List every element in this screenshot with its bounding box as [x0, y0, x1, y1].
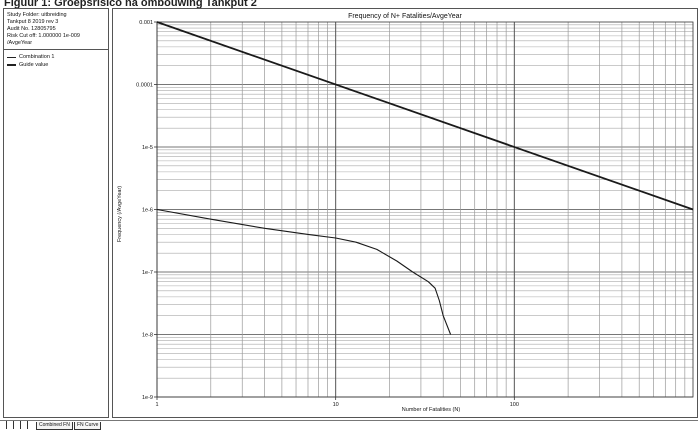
study-info: Study Folder: uitbreiding Tankput 8 2019… [4, 9, 108, 50]
chart-legend: Combination 1 Guide value [4, 50, 108, 72]
legend-item-combination: Combination 1 [7, 53, 105, 61]
study-folder-line: Study Folder: uitbreiding [7, 12, 67, 18]
tab-combined-fn[interactable]: Combined FN [36, 422, 73, 430]
tab-nav-next[interactable] [20, 421, 25, 429]
axis-layer: 0.001 0.0001 1e-5 1e-6 1e-7 1e-8 1e-91 10 100 [136, 20, 694, 408]
combination-1-line [156, 208, 452, 335]
y-tick-label: 1e-5 [142, 145, 153, 151]
y-tick-label: 0.001 [139, 20, 153, 26]
y-axis-label: Frequency (/AvgeYear) [117, 186, 123, 242]
tab-fn-curve[interactable]: FN Curve [74, 422, 102, 430]
guide-value-line [156, 21, 694, 211]
study-info-panel: Study Folder: uitbreiding Tankput 8 2019… [3, 8, 109, 418]
risk-unit-line: /AvgeYear [7, 40, 33, 46]
y-tick-label: 1e-9 [142, 395, 153, 401]
fn-chart: 0.001 0.0001 1e-5 1e-6 1e-7 1e-8 1e-9 1 10 100 Fr… [112, 8, 698, 418]
x-tick-label: 1 [155, 402, 158, 408]
x-tick-label: 100 [510, 402, 519, 408]
y-tick-label: 1e-6 [142, 208, 153, 214]
grid-layer [156, 22, 693, 398]
tab-nav-last[interactable] [27, 421, 32, 429]
sheet-tab-bar: Combined FN FN Curve [0, 420, 698, 431]
legend-swatch-guide-value [7, 64, 16, 66]
legend-label-combination: Combination 1 [19, 54, 55, 60]
legend-item-guide-value: Guide value [7, 61, 105, 69]
risk-cutoff-line: Risk Cut off: 1.000000 1e-009 [7, 33, 80, 39]
tab-nav-prev[interactable] [13, 421, 18, 429]
chart-title: Frequency of N+ Fatalities/AvgeYear [348, 13, 462, 20]
tankput-line: Tankput 8 2019 rev 3 [7, 19, 59, 25]
tab-nav-first[interactable] [6, 421, 11, 429]
y-tick-label: 1e-8 [142, 333, 153, 339]
legend-label-guide-value: Guide value [19, 62, 49, 68]
y-tick-label: 1e-7 [142, 270, 153, 276]
x-tick-label: 10 [333, 402, 339, 408]
audit-number-line: Audit No. 12805795 [7, 26, 56, 32]
x-axis-label: Number of Fatalities (N) [402, 407, 461, 413]
fn-chart-svg: 0.001 0.0001 1e-5 1e-6 1e-7 1e-8 1e-91 10 100 Fr… [117, 13, 694, 413]
legend-swatch-combination [7, 56, 16, 58]
series-layer [156, 21, 694, 335]
y-tick-label: 0.0001 [136, 83, 153, 89]
figure-title: Figuur 1: Groepsrisico na ombouwing Tank… [4, 0, 257, 9]
